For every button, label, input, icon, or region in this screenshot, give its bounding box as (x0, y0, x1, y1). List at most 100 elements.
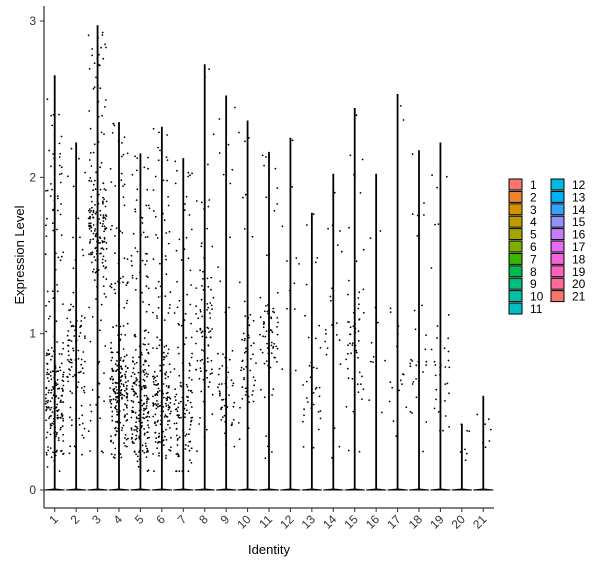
data-point (140, 399, 143, 402)
data-point (422, 450, 424, 453)
data-point (71, 361, 73, 364)
data-point (176, 414, 179, 416)
data-point (115, 370, 117, 372)
data-point (123, 416, 126, 418)
data-point (168, 385, 170, 387)
data-point (102, 255, 105, 258)
data-point (161, 440, 164, 443)
data-point (357, 340, 360, 342)
data-point (259, 296, 262, 299)
data-point (117, 382, 119, 384)
x-tick-label: 21 (470, 512, 490, 532)
data-point (49, 400, 52, 403)
data-point (136, 417, 138, 420)
data-point (263, 396, 266, 399)
data-point (74, 259, 77, 261)
data-point (121, 397, 123, 400)
data-point (263, 362, 266, 365)
data-point (141, 425, 143, 427)
legend-key-13 (550, 190, 565, 203)
data-point (202, 349, 205, 352)
data-point (326, 347, 329, 349)
data-point (120, 382, 123, 385)
legend-label-9: 9 (530, 277, 537, 291)
data-point (138, 356, 140, 358)
data-point (168, 307, 171, 309)
data-point (228, 358, 231, 361)
data-point (133, 363, 136, 365)
data-point (135, 453, 138, 456)
data-point (174, 160, 177, 163)
data-point (90, 253, 92, 256)
data-point (70, 424, 73, 427)
data-point (116, 408, 118, 411)
data-point (197, 317, 200, 320)
data-point (67, 339, 70, 342)
data-point (137, 401, 140, 404)
data-point (53, 432, 56, 434)
legend-key-12 (550, 178, 565, 191)
violin-16 (366, 173, 387, 491)
legend-key-11 (508, 302, 523, 315)
data-point (53, 335, 56, 338)
data-point (148, 416, 151, 418)
data-point (145, 407, 148, 410)
data-point (102, 182, 105, 185)
violin-18 (408, 150, 430, 491)
legend-label-7: 7 (530, 252, 537, 266)
data-point (167, 423, 169, 426)
data-point (183, 248, 186, 251)
data-point (96, 268, 98, 270)
data-point (135, 421, 138, 424)
data-point (119, 338, 122, 341)
data-point (221, 365, 224, 367)
data-point (416, 235, 419, 237)
data-point (156, 315, 158, 317)
data-point (78, 335, 81, 338)
data-point (317, 411, 320, 413)
data-point (316, 367, 318, 370)
data-point (146, 400, 149, 403)
data-point (206, 303, 209, 305)
data-point (146, 431, 149, 434)
data-point (339, 363, 342, 366)
data-point (146, 437, 149, 440)
data-point (248, 401, 251, 403)
data-point (82, 254, 85, 257)
data-point (112, 378, 114, 381)
data-point (98, 396, 100, 398)
data-point (75, 409, 77, 411)
data-point (157, 403, 159, 405)
data-point (66, 317, 69, 320)
data-point (233, 445, 236, 448)
data-point (123, 394, 125, 397)
data-point (164, 377, 167, 380)
data-point (241, 338, 244, 341)
data-point (270, 344, 273, 347)
violin-8 (194, 64, 215, 491)
data-point (53, 376, 55, 379)
data-point (437, 411, 440, 413)
data-point (244, 387, 247, 390)
data-point (56, 228, 58, 231)
data-point (130, 428, 133, 431)
data-point (157, 387, 160, 390)
data-point (259, 333, 261, 336)
data-point (177, 437, 179, 440)
data-point (52, 370, 55, 373)
data-point (303, 408, 305, 411)
data-point (243, 378, 245, 381)
data-point (156, 394, 159, 396)
legend-label-4: 4 (530, 215, 537, 229)
data-point (146, 253, 148, 255)
data-point (262, 323, 265, 325)
data-point (126, 367, 129, 369)
data-point (97, 269, 100, 271)
data-point (190, 284, 193, 286)
data-point (46, 368, 49, 371)
data-point (347, 321, 349, 323)
data-point (224, 432, 226, 435)
data-point (446, 382, 449, 385)
data-point (312, 213, 315, 216)
